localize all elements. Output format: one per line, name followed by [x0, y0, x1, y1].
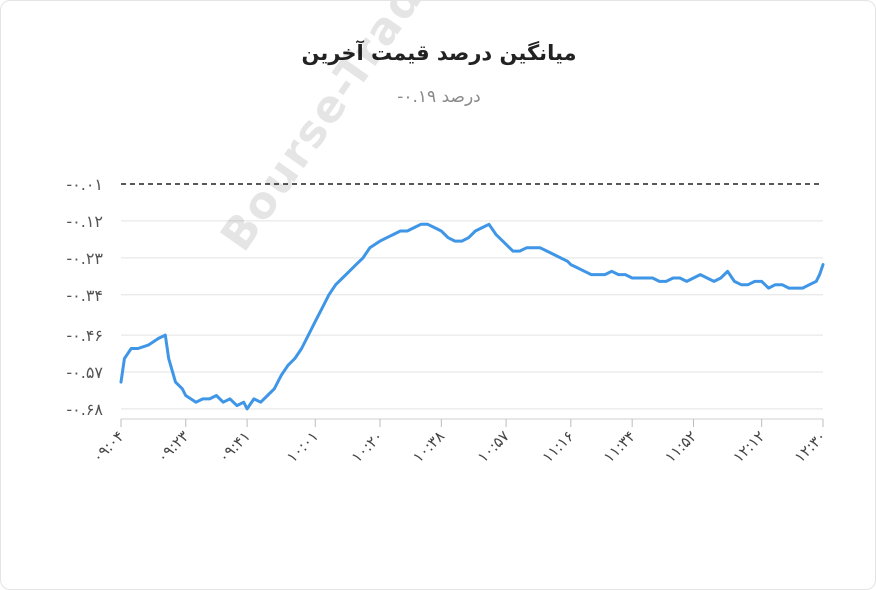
- x-tick-label: ۱۰:۰۱: [283, 427, 322, 466]
- y-tick-label: -۰.۰۱: [66, 175, 103, 194]
- x-tick-label: ۱۱:۵۲: [661, 427, 700, 466]
- y-tick-label: -۰.۲۳: [66, 249, 103, 268]
- grid-lines: [121, 220, 823, 420]
- chart-title: میانگین درصد قیمت آخرین: [301, 41, 577, 65]
- series-layer: [119, 222, 825, 411]
- x-tick-label: ۱۲:۳۰: [791, 427, 830, 466]
- x-tick-label: ۱۰:۳۸: [409, 427, 448, 466]
- x-tick-label: ۱۰:۲۰: [348, 427, 387, 466]
- x-tick-label: ۰۹:۲۳: [153, 427, 192, 466]
- y-tick-label: -۰.۶۸: [66, 400, 103, 419]
- x-tick-label: ۰۹:۴۱: [215, 427, 254, 466]
- series-line: [119, 222, 825, 411]
- y-tick-label: -۰.۴۶: [66, 326, 103, 345]
- x-tick-label: ۱۰:۵۷: [474, 427, 513, 466]
- y-axis: -۰.۰۱ -۰.۱۲ -۰.۲۳ -۰.۳۴ -۰.۴۶ -۰.۵۷ -۰.۶۸: [66, 175, 103, 419]
- x-axis: ۰۹:۰۴ ۰۹:۲۳ ۰۹:۴۱ ۱۰:۰۱ ۱۰:۲۰ ۱۰:۳۸ ۱۰:۵۷ ۱۱:۱۶…: [89, 419, 830, 466]
- y-tick-label: -۰.۳۴: [66, 286, 103, 305]
- x-tick-label: ۱۲:۱۲: [729, 427, 768, 466]
- y-tick-label: -۰.۱۲: [66, 212, 103, 231]
- x-tick-label: ۱۱:۳۴: [600, 427, 639, 466]
- chart-subtitle: درصد ۰.۱۹-: [397, 87, 481, 107]
- x-tick-label: ۰۹:۰۴: [89, 427, 128, 466]
- x-tick-label: ۱۱:۱۶: [539, 427, 578, 466]
- y-tick-label: -۰.۵۷: [66, 363, 103, 382]
